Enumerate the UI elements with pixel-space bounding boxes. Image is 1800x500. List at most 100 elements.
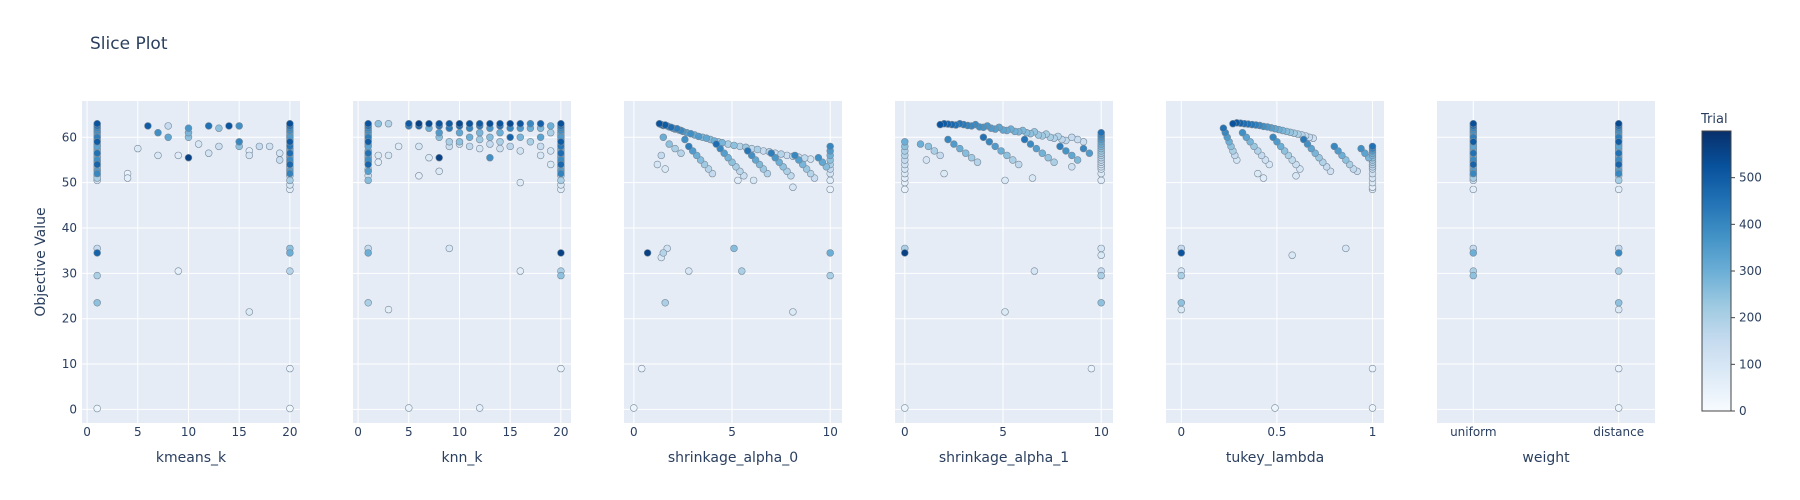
data-point — [476, 404, 484, 412]
data-point — [661, 165, 669, 173]
data-point — [985, 138, 993, 146]
data-point — [546, 122, 555, 130]
data-point — [516, 147, 524, 155]
data-point — [901, 249, 909, 257]
data-point — [435, 129, 443, 137]
data-point — [194, 140, 203, 148]
data-point — [93, 249, 101, 257]
data-point — [496, 129, 504, 137]
data-point — [1097, 244, 1105, 253]
data-point — [546, 129, 555, 137]
data-point — [364, 138, 372, 146]
data-point — [557, 149, 565, 157]
data-point — [1614, 299, 1623, 307]
data-point — [657, 151, 665, 160]
data-point — [455, 129, 464, 137]
data-point — [276, 149, 284, 157]
colorbar: Trial 0 100 200 300 400 500 — [1700, 112, 1762, 418]
data-point — [374, 158, 382, 166]
x-tick-label: 15 — [232, 425, 247, 439]
y-tick-label: 30 — [62, 266, 77, 280]
data-point — [826, 142, 834, 151]
data-point — [286, 267, 294, 275]
data-point — [702, 134, 711, 142]
x-tick-label: 10 — [1094, 425, 1109, 439]
data-point — [1469, 138, 1478, 146]
plot-background — [82, 101, 300, 423]
data-point — [637, 364, 646, 373]
data-point — [164, 133, 172, 142]
data-point — [374, 151, 382, 160]
data-point — [394, 142, 403, 151]
colorbar-title: Trial — [1700, 112, 1728, 127]
data-point — [712, 140, 720, 148]
data-point — [174, 267, 183, 275]
data-point — [1614, 185, 1623, 194]
data-point — [245, 151, 254, 160]
data-point — [415, 172, 423, 180]
data-point — [1469, 185, 1478, 194]
data-point — [1469, 119, 1478, 128]
x-tick-label: 0 — [83, 425, 91, 439]
data-point — [93, 169, 101, 178]
data-point — [743, 147, 752, 155]
x-axis-title: kmeans_k — [156, 450, 227, 466]
data-point — [93, 149, 101, 157]
data-point — [557, 138, 565, 146]
data-point — [738, 267, 746, 275]
data-point — [1238, 129, 1247, 137]
data-point — [286, 149, 294, 157]
data-point — [826, 271, 834, 280]
x-tick-label: 10 — [181, 425, 196, 439]
data-point — [734, 176, 742, 185]
data-point — [1614, 267, 1623, 275]
data-point — [956, 144, 964, 153]
data-point — [405, 404, 413, 412]
colorbar-tick-label: 300 — [1739, 264, 1762, 278]
data-point — [384, 305, 393, 314]
data-point — [93, 138, 101, 146]
x-tick-label: 15 — [503, 425, 518, 439]
data-point — [286, 119, 294, 128]
data-point — [1342, 244, 1350, 253]
data-point — [205, 122, 213, 130]
y-tick-label: 0 — [69, 402, 77, 416]
data-point — [653, 160, 662, 169]
data-point — [425, 154, 433, 162]
data-point — [364, 160, 372, 169]
data-point — [496, 144, 504, 153]
data-point — [730, 141, 738, 150]
data-point — [486, 133, 494, 142]
data-point — [789, 183, 797, 191]
data-point — [516, 178, 524, 187]
data-point — [922, 156, 931, 164]
x-tick-label: 5 — [728, 425, 736, 439]
data-point — [215, 124, 223, 132]
data-point — [374, 119, 382, 128]
data-point — [961, 149, 970, 157]
subplot-weight: uniform distance weight — [1437, 101, 1655, 466]
x-tick-label: 0.5 — [1267, 425, 1286, 439]
data-point — [405, 119, 413, 128]
y-tick-label: 10 — [62, 357, 77, 371]
data-point — [526, 138, 535, 146]
data-point — [1097, 176, 1105, 185]
colorbar-tick-label: 400 — [1739, 217, 1762, 231]
data-point — [1614, 169, 1623, 178]
data-point — [164, 122, 172, 130]
data-point — [235, 138, 243, 146]
data-point — [286, 249, 294, 257]
data-point — [364, 167, 372, 176]
plot-background — [353, 101, 571, 423]
data-point — [455, 138, 464, 146]
x-tick-label: 10 — [823, 425, 838, 439]
data-point — [1614, 138, 1623, 146]
data-point — [364, 299, 372, 307]
data-point — [93, 160, 101, 169]
data-point — [506, 119, 514, 128]
data-point — [979, 133, 988, 142]
data-point — [1368, 404, 1377, 412]
data-point — [826, 185, 834, 194]
y-axis-title: Objective Value — [33, 207, 49, 316]
data-point — [445, 138, 453, 146]
